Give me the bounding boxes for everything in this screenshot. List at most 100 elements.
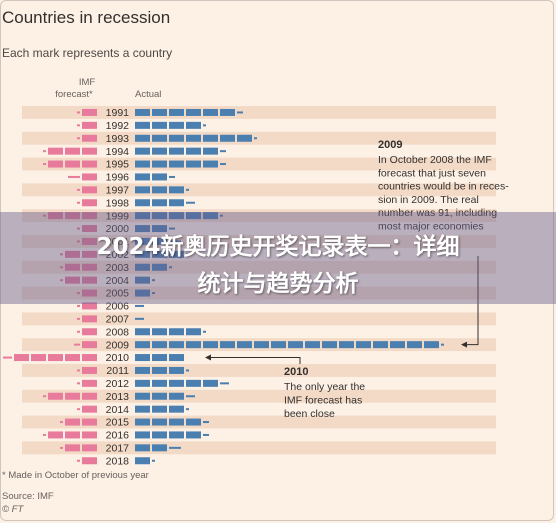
- actual-mark: [135, 379, 150, 387]
- forecast-mark-partial: [60, 446, 63, 449]
- actual-mark-partial: [220, 214, 223, 217]
- forecast-mark-partial: [77, 317, 80, 320]
- actual-mark: [237, 134, 252, 142]
- actual-mark: [135, 328, 150, 336]
- actual-mark: [169, 134, 184, 142]
- overlay-headline-line-1: 2024新奥历史开奖记录表一：详细: [96, 234, 460, 260]
- actual-mark: [135, 341, 150, 349]
- actual-mark: [135, 134, 150, 142]
- forecast-mark: [82, 289, 97, 297]
- actual-mark-partial: [254, 137, 257, 140]
- annotation-2009-leader: [465, 256, 479, 346]
- forecast-mark: [65, 250, 80, 258]
- annotation-2009-text: most major economies: [378, 221, 484, 233]
- forecast-mark: [82, 379, 97, 387]
- forecast-mark: [65, 431, 80, 439]
- actual-mark: [152, 147, 167, 155]
- actual-mark: [169, 199, 184, 207]
- forecast-mark: [82, 276, 97, 284]
- annotation-2010-leader: [209, 357, 301, 364]
- annotation-2010-text: The only year the: [284, 381, 365, 393]
- actual-mark: [152, 444, 167, 452]
- forecast-mark: [65, 444, 80, 452]
- actual-mark: [135, 160, 150, 168]
- forecast-mark: [48, 160, 63, 168]
- actual-mark-partial: [220, 382, 229, 385]
- forecast-mark-partial: [43, 395, 46, 398]
- forecast-mark: [82, 431, 97, 439]
- year-label: 2008: [106, 326, 130, 338]
- forecast-mark-partial: [77, 227, 80, 230]
- forecast-mark: [82, 225, 97, 233]
- actual-mark-partial: [152, 279, 155, 282]
- actual-mark: [135, 444, 150, 452]
- actual-mark: [169, 147, 184, 155]
- actual-header: Actual: [135, 89, 161, 100]
- actual-mark: [169, 108, 184, 116]
- actual-mark: [152, 418, 167, 426]
- actual-mark: [186, 121, 201, 129]
- actual-mark: [169, 392, 184, 400]
- actual-mark: [169, 405, 184, 413]
- actual-mark-partial: [186, 369, 189, 372]
- year-label: 2014: [106, 404, 130, 416]
- actual-mark: [152, 431, 167, 439]
- forecast-mark-partial: [68, 175, 80, 178]
- actual-mark: [169, 431, 184, 439]
- actual-mark: [135, 276, 150, 284]
- forecast-mark: [65, 147, 80, 155]
- actual-mark: [135, 173, 150, 181]
- actual-mark: [152, 379, 167, 387]
- forecast-mark: [82, 418, 97, 426]
- actual-mark: [203, 147, 218, 155]
- year-label: 2010: [106, 352, 130, 364]
- actual-mark: [135, 147, 150, 155]
- actual-mark: [135, 289, 150, 297]
- forecast-mark-partial: [77, 382, 80, 385]
- actual-mark: [288, 341, 303, 349]
- forecast-mark: [48, 354, 63, 362]
- forecast-mark-partial: [74, 343, 80, 346]
- actual-mark: [152, 225, 167, 233]
- year-label: 1992: [106, 120, 130, 132]
- forecast-mark-partial: [77, 330, 80, 333]
- actual-mark: [254, 341, 269, 349]
- forecast-mark: [48, 431, 63, 439]
- year-label: 2011: [106, 365, 129, 377]
- actual-mark: [135, 418, 150, 426]
- annotation-2009-label: 2009: [378, 139, 402, 151]
- actual-mark: [169, 186, 184, 194]
- actual-mark: [271, 341, 286, 349]
- forecast-mark: [48, 392, 63, 400]
- forecast-mark: [82, 263, 97, 271]
- year-label: 2012: [106, 378, 130, 390]
- actual-mark: [220, 134, 235, 142]
- year-label: 2005: [106, 288, 130, 300]
- actual-mark: [220, 341, 235, 349]
- forecast-mark-partial: [43, 214, 46, 217]
- actual-mark: [152, 250, 167, 258]
- actual-mark: [152, 237, 167, 245]
- actual-mark: [186, 134, 201, 142]
- forecast-mark: [82, 160, 97, 168]
- forecast-mark: [31, 354, 46, 362]
- year-label: 2015: [106, 417, 130, 429]
- overlay-banner: [0, 212, 556, 304]
- year-label: 2017: [106, 442, 130, 454]
- forecast-mark: [48, 212, 63, 220]
- forecast-mark-partial: [77, 408, 80, 411]
- actual-mark: [135, 366, 150, 374]
- forecast-mark: [48, 147, 63, 155]
- actual-mark: [203, 212, 218, 220]
- forecast-mark-partial: [60, 266, 63, 269]
- forecast-mark-partial: [77, 124, 80, 127]
- forecast-mark: [82, 366, 97, 374]
- forecast-mark: [82, 444, 97, 452]
- annotation-2009-text: number was 91, including: [378, 207, 497, 219]
- annotation-2010-text: been close: [284, 408, 335, 420]
- actual-mark: [135, 392, 150, 400]
- actual-mark: [152, 173, 167, 181]
- actual-mark: [135, 212, 150, 220]
- actual-mark: [390, 341, 405, 349]
- forecast-mark: [82, 186, 97, 194]
